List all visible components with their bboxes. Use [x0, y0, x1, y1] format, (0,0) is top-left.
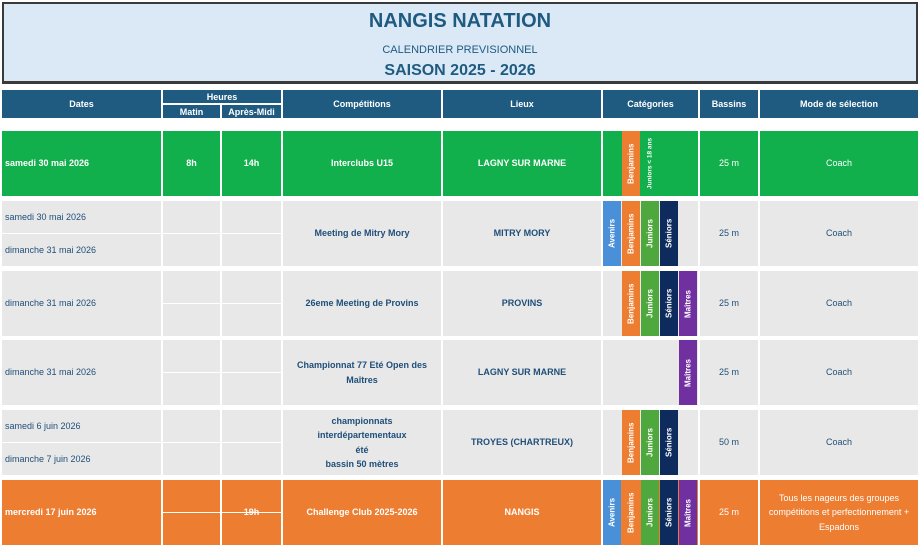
- event-date: dimanche 31 mai 2026: [2, 234, 161, 266]
- header-dates: Dates: [2, 90, 161, 118]
- category-badge-avenirs: Avenirs: [603, 201, 621, 266]
- competition-name: Championnat 77 Eté Open des Maîtres: [283, 340, 441, 405]
- calendar-subtitle: CALENDRIER PREVISIONNEL: [382, 44, 538, 56]
- competition-name: 26eme Meeting de Provins: [283, 271, 441, 336]
- cell-divider: [163, 512, 220, 513]
- header-matin: Matin: [163, 105, 220, 118]
- category-badge-ma-tres: Maîtres: [679, 340, 697, 405]
- category-badge-benjamins: Benjamins: [622, 271, 640, 336]
- cell-divider: [163, 442, 220, 443]
- category-badge-benjamins: Benjamins: [622, 410, 640, 475]
- apres-midi-time: 14h: [222, 131, 281, 196]
- cell-divider: [222, 372, 281, 373]
- cell-divider: [163, 372, 220, 373]
- header-heures: Heures: [163, 90, 281, 103]
- categories-cell: [603, 131, 698, 196]
- pool-length: 25 m: [700, 201, 758, 266]
- matin-time: 8h: [163, 131, 220, 196]
- category-badge-avenirs: Avenirs: [603, 480, 621, 545]
- club-title: NANGIS NATATION: [368, 10, 552, 32]
- event-date: samedi 30 mai 2026: [2, 201, 161, 233]
- venue: LAGNY SUR MARNE: [443, 131, 601, 196]
- category-badge-benjamins: Benjamins: [622, 480, 640, 545]
- competition-name: Interclubs U15: [283, 131, 441, 196]
- header-competitions: Compétitions: [283, 90, 441, 118]
- season-title: SAISON 2025 - 2026: [384, 62, 536, 79]
- selection-mode: Coach: [760, 131, 918, 196]
- cell-divider: [222, 442, 281, 443]
- event-date: dimanche 31 mai 2026: [2, 340, 161, 405]
- cell-divider: [163, 303, 220, 304]
- header-mode: Mode de sélection: [760, 90, 918, 118]
- cell-divider: [222, 303, 281, 304]
- selection-mode: Coach: [760, 271, 918, 336]
- venue: MITRY MORY: [443, 201, 601, 266]
- category-badge-juniors-ans: Juniors < 18 ans: [646, 137, 654, 190]
- category-badge-benjamins: Benjamins: [622, 131, 640, 196]
- event-date: dimanche 7 juin 2026: [2, 443, 161, 475]
- category-badge-juniors: Juniors: [641, 480, 659, 545]
- cell-divider: [163, 233, 220, 234]
- pool-length: 50 m: [700, 410, 758, 475]
- pool-length: 25 m: [700, 480, 758, 545]
- title-banner: NANGIS NATATION CALENDRIER PREVISIONNEL …: [2, 2, 918, 84]
- header-categories: Catégories: [603, 90, 698, 118]
- category-badge-juniors: Juniors: [641, 410, 659, 475]
- header-lieux: Lieux: [443, 90, 601, 118]
- competition-name: Challenge Club 2025-2026: [283, 480, 441, 545]
- category-badge-juniors: Juniors: [641, 271, 659, 336]
- competition-name: championnats interdépartementaux été bassi…: [283, 410, 441, 475]
- header-apres-midi: Après-Midi: [222, 105, 281, 118]
- cell-divider: [222, 233, 281, 234]
- category-badge-ma-tres: Maîtres: [679, 480, 697, 545]
- header-bassins: Bassins: [700, 90, 758, 118]
- event-date: samedi 6 juin 2026: [2, 410, 161, 442]
- category-badge-s-niors: Séniors: [660, 480, 678, 545]
- venue: NANGIS: [443, 480, 601, 545]
- pool-length: 25 m: [700, 131, 758, 196]
- selection-mode: Tous les nageurs des groupes compétition…: [760, 480, 918, 545]
- selection-mode: Coach: [760, 201, 918, 266]
- pool-length: 25 m: [700, 340, 758, 405]
- category-badge-s-niors: Séniors: [660, 271, 678, 336]
- venue: TROYES (CHARTREUX): [443, 410, 601, 475]
- event-date: mercredi 17 juin 2026: [2, 480, 161, 545]
- category-badge-juniors: Juniors: [641, 201, 659, 266]
- competition-name: Meeting de Mitry Mory: [283, 201, 441, 266]
- pool-length: 25 m: [700, 271, 758, 336]
- category-badge-s-niors: Séniors: [660, 410, 678, 475]
- category-badge-benjamins: Benjamins: [622, 201, 640, 266]
- event-date: dimanche 31 mai 2026: [2, 271, 161, 336]
- event-date: samedi 30 mai 2026: [2, 131, 161, 196]
- venue: PROVINS: [443, 271, 601, 336]
- selection-mode: Coach: [760, 410, 918, 475]
- selection-mode: Coach: [760, 340, 918, 405]
- category-badge-s-niors: Séniors: [660, 201, 678, 266]
- venue: LAGNY SUR MARNE: [443, 340, 601, 405]
- cell-divider: [222, 512, 281, 513]
- category-badge-ma-tres: Maîtres: [679, 271, 697, 336]
